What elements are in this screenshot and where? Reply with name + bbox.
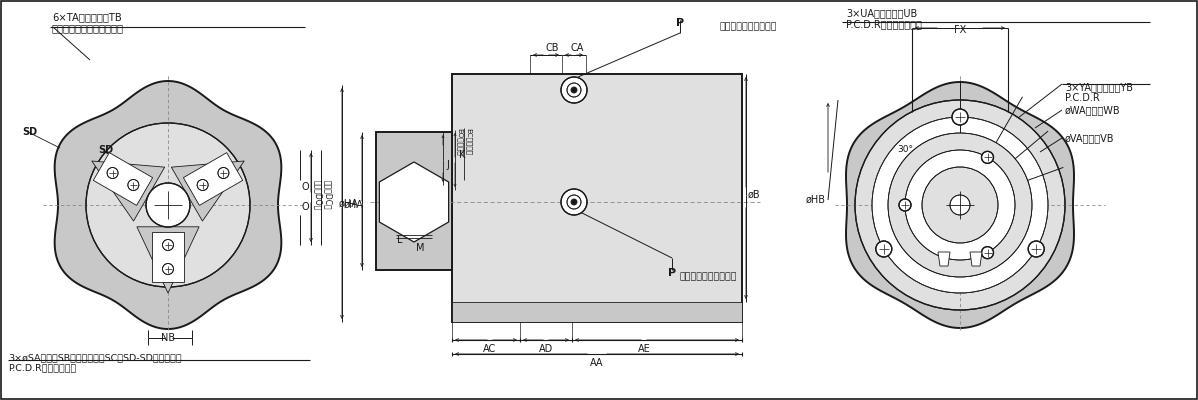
- Text: 20°: 20°: [944, 170, 960, 180]
- Text: FX: FX: [954, 25, 966, 35]
- Text: 30°: 30°: [897, 146, 913, 154]
- Circle shape: [86, 123, 250, 287]
- Bar: [452, 302, 742, 322]
- Circle shape: [872, 117, 1048, 293]
- Polygon shape: [970, 252, 982, 266]
- Text: P.C.D.R（取付用穴）: P.C.D.R（取付用穴）: [8, 363, 77, 372]
- Polygon shape: [93, 153, 152, 205]
- Text: （開時DO）: （開時DO）: [314, 180, 322, 210]
- Circle shape: [146, 183, 190, 227]
- Circle shape: [898, 199, 910, 211]
- Circle shape: [567, 195, 581, 209]
- Text: AD: AD: [539, 344, 553, 354]
- Text: CA: CA: [570, 43, 583, 53]
- Text: P: P: [676, 18, 684, 28]
- Circle shape: [561, 77, 587, 103]
- Text: SD: SD: [98, 145, 113, 155]
- Text: NB: NB: [161, 333, 175, 343]
- Polygon shape: [152, 232, 184, 282]
- Bar: [452, 74, 742, 322]
- Circle shape: [163, 240, 174, 250]
- Polygon shape: [137, 227, 199, 293]
- Circle shape: [876, 241, 891, 257]
- Text: P.C.D.R（取付用ねじ）: P.C.D.R（取付用ねじ）: [846, 19, 922, 29]
- Polygon shape: [938, 252, 950, 266]
- Circle shape: [163, 264, 174, 274]
- Text: AC: AC: [483, 344, 497, 354]
- Text: （開時DC）: （開時DC）: [323, 180, 333, 210]
- Text: 3×YA　ねじ深さYB: 3×YA ねじ深さYB: [1065, 82, 1133, 92]
- Circle shape: [981, 151, 993, 163]
- Text: 6×TA　ねじ深さTB: 6×TA ねじ深さTB: [52, 12, 122, 22]
- Text: AA: AA: [591, 358, 604, 368]
- Text: M: M: [416, 243, 424, 253]
- Text: O: O: [302, 182, 309, 192]
- Circle shape: [561, 189, 587, 215]
- Text: SD: SD: [22, 127, 37, 137]
- Text: øHA: øHA: [339, 199, 359, 209]
- Polygon shape: [55, 81, 282, 329]
- Text: P: P: [668, 268, 676, 278]
- Polygon shape: [92, 161, 164, 221]
- Text: CB: CB: [545, 43, 558, 53]
- Polygon shape: [171, 161, 244, 221]
- Text: EO（開時）: EO（開時）: [456, 128, 464, 156]
- Circle shape: [107, 168, 119, 178]
- Circle shape: [1028, 241, 1045, 257]
- Polygon shape: [183, 153, 243, 205]
- Circle shape: [571, 87, 577, 93]
- Circle shape: [904, 150, 1015, 260]
- Text: （フィンガ閉ポート）: （フィンガ閉ポート）: [680, 272, 738, 281]
- Circle shape: [198, 180, 208, 190]
- Text: L: L: [398, 235, 403, 245]
- Circle shape: [950, 195, 970, 215]
- Circle shape: [888, 133, 1031, 277]
- Text: J: J: [447, 160, 449, 170]
- Circle shape: [855, 100, 1065, 310]
- Circle shape: [981, 247, 993, 259]
- Text: O: O: [302, 202, 309, 212]
- Polygon shape: [846, 82, 1073, 328]
- Circle shape: [128, 180, 139, 190]
- Text: EC（開時）: EC（開時）: [466, 128, 472, 155]
- Polygon shape: [380, 162, 448, 242]
- Text: 20°: 20°: [927, 158, 943, 168]
- Circle shape: [571, 199, 577, 205]
- Circle shape: [218, 168, 229, 178]
- Circle shape: [952, 109, 968, 125]
- Bar: [376, 132, 452, 270]
- Text: 3×UA　ねじ深さUB: 3×UA ねじ深さUB: [846, 8, 918, 18]
- Text: øHA: øHA: [344, 200, 364, 210]
- Text: AE: AE: [637, 344, 651, 354]
- Text: P.C.D.R: P.C.D.R: [1065, 93, 1100, 103]
- Circle shape: [567, 83, 581, 97]
- Text: K: K: [459, 150, 465, 160]
- Text: 3×øSA通し　SB深座くり深さSC（SD-SD断面参照）: 3×øSA通し SB深座くり深さSC（SD-SD断面参照）: [8, 353, 182, 362]
- Circle shape: [922, 167, 998, 243]
- Text: øB: øB: [748, 190, 761, 200]
- Text: øVA　深さVB: øVA 深さVB: [1065, 133, 1114, 143]
- Text: øHB: øHB: [806, 195, 825, 205]
- Text: （フィンガ開ポート）: （フィンガ開ポート）: [720, 22, 778, 31]
- Text: øWA　深さWB: øWA 深さWB: [1065, 105, 1120, 115]
- Text: アタッチメント取付用ねじ: アタッチメント取付用ねじ: [52, 23, 125, 33]
